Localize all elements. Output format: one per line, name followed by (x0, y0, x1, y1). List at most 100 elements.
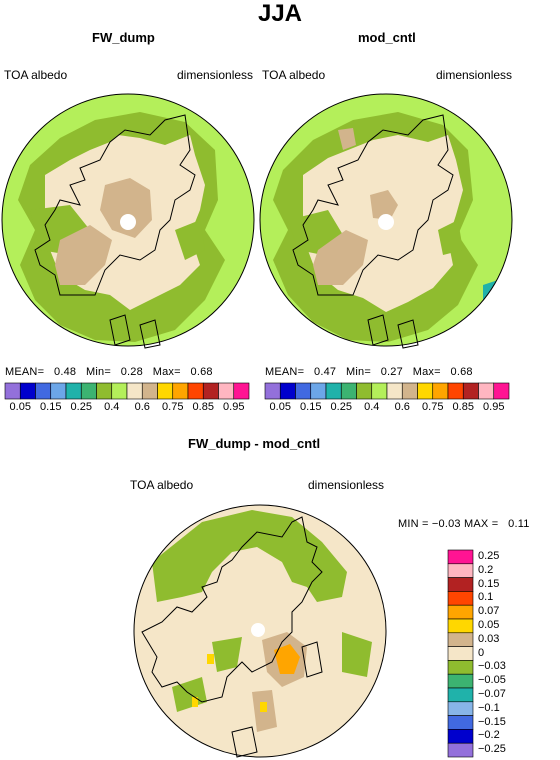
panel-2-variable-label: TOA albedo (262, 68, 326, 82)
panel-3-stats: MIN = −0.03 MAX = 0.11 (398, 518, 530, 530)
colorbar-swatch (447, 591, 474, 606)
colorbar-tick-label: 0 (478, 646, 485, 659)
colorbar-swatch (80, 382, 97, 400)
panel-3-colorbar-ticks: 0.25 0.2 0.15 0.1 0.07 0.05 0.03 0 −0.03 −0.05 −0.… (478, 550, 560, 757)
tan-patch (55, 178, 152, 285)
panel-1-map (1, 93, 255, 349)
colorbar-swatch (19, 382, 36, 400)
panel-1-colorbar (4, 382, 250, 400)
panel-3-title: FW_dump - mod_cntl (188, 436, 321, 451)
colorbar-swatch (447, 660, 474, 675)
colorbar-tick-label: −0.03 (478, 660, 506, 673)
colorbar-swatch (447, 701, 474, 716)
coastline (141, 516, 323, 758)
colorbar-tick-label: −0.2 (478, 729, 500, 742)
colorbar-swatch (447, 577, 474, 592)
colorbar-swatch (447, 604, 474, 620)
panel-2-colorbar (264, 382, 510, 400)
colorbar-tick-label: −0.05 (478, 674, 506, 687)
colorbar-tick-label: −0.15 (478, 715, 506, 728)
colorbar-tick-label: 0.25 (330, 401, 352, 413)
colorbar-swatch (447, 646, 474, 661)
north-pole (378, 214, 394, 230)
coastline (292, 114, 454, 349)
colorbar-tick-label: 0.05 (478, 618, 500, 631)
colorbar-swatch (371, 382, 388, 400)
colorbar-swatch (157, 382, 174, 400)
colorbar-swatch (401, 382, 418, 400)
colorbar-swatch (386, 382, 403, 400)
colorbar-swatch (447, 673, 474, 689)
panel-2-title: mod_cntl (358, 30, 416, 45)
colorbar-swatch (35, 382, 52, 400)
colorbar-swatch (447, 715, 474, 730)
colorbar-tick-label: 0.95 (483, 401, 505, 413)
colorbar-tick-label: 0.75 (422, 401, 444, 413)
panel-1-variable-label: TOA albedo (4, 68, 68, 82)
colorbar-swatch (447, 687, 474, 703)
colorbar-tick-label: −0.07 (478, 687, 506, 700)
colorbar-swatch (50, 382, 67, 400)
colorbar-tick-label: 0.25 (478, 549, 500, 562)
panel-1-units-label: dimensionless (177, 68, 254, 82)
panel-1-colorbar-ticks: 0.05 0.15 0.25 0.4 0.6 0.75 0.85 0.95 (5, 401, 249, 415)
colorbar-tick-label: 0.75 (162, 401, 184, 413)
colorbar-swatch (4, 382, 21, 400)
mid-patch (172, 632, 372, 712)
colorbar-swatch (447, 632, 474, 647)
panel-3-map (133, 504, 387, 758)
colorbar-swatch (356, 382, 373, 400)
colorbar-tick-label: 0.1 (478, 591, 494, 604)
colorbar-swatch (202, 382, 219, 400)
panel-3-variable-label: TOA albedo (130, 478, 194, 492)
north-pole (120, 214, 136, 230)
colorbar-swatch (172, 382, 189, 400)
colorbar-swatch (264, 382, 281, 400)
colorbar-tick-label: 0.6 (394, 401, 410, 413)
colorbar-swatch (65, 382, 82, 400)
colorbar-tick-label: 0.15 (40, 401, 62, 413)
colorbar-tick-label: 0.15 (300, 401, 322, 413)
colorbar-tick-label: 0.05 (9, 401, 31, 413)
colorbar-swatch (462, 382, 479, 400)
mid-zone (152, 510, 347, 602)
colorbar-swatch (187, 382, 204, 400)
colorbar-swatch (447, 563, 474, 578)
colorbar-swatch (295, 382, 312, 400)
colorbar-tick-label: 0.85 (192, 401, 214, 413)
colorbar-swatch (340, 382, 357, 400)
colorbar-swatch (218, 382, 235, 400)
colorbar-swatch (325, 382, 342, 400)
colorbar-swatch (141, 382, 158, 400)
colorbar-tick-label: 0.05 (269, 401, 291, 413)
panel-1-title: FW_dump (92, 30, 155, 45)
orange-patch (274, 644, 300, 674)
colorbar-swatch (279, 382, 296, 400)
colorbar-tick-label: 0.95 (223, 401, 245, 413)
colorbar-swatch (417, 382, 434, 400)
colorbar-swatch (447, 549, 474, 565)
colorbar-swatch (478, 382, 495, 400)
colorbar-tick-label: −0.25 (478, 743, 506, 756)
colorbar-tick-label: 0.4 (364, 401, 380, 413)
colorbar-tick-label: 0.2 (478, 563, 494, 576)
colorbar-swatch (447, 382, 464, 400)
panel-2-map (259, 93, 513, 349)
colorbar-swatch (447, 742, 474, 758)
colorbar-tick-label: −0.1 (478, 701, 500, 714)
colorbar-swatch (126, 382, 143, 400)
colorbar-tick-label: 0.85 (452, 401, 474, 413)
colorbar-swatch (432, 382, 449, 400)
panel-3-colorbar (447, 549, 474, 758)
colorbar-swatch (493, 382, 510, 400)
colorbar-tick-label: 0.15 (478, 577, 500, 590)
panel-2-units-label: dimensionless (436, 68, 513, 82)
colorbar-swatch (111, 382, 128, 400)
colorbar-swatch (447, 618, 474, 634)
colorbar-tick-label: 0.03 (478, 632, 500, 645)
colorbar-swatch (233, 382, 250, 400)
colorbar-tick-label: 0.6 (134, 401, 150, 413)
colorbar-swatch (96, 382, 113, 400)
panel-2-colorbar-ticks: 0.05 0.15 0.25 0.4 0.6 0.75 0.85 0.95 (265, 401, 509, 415)
colorbar-tick-label: 0.25 (70, 401, 92, 413)
